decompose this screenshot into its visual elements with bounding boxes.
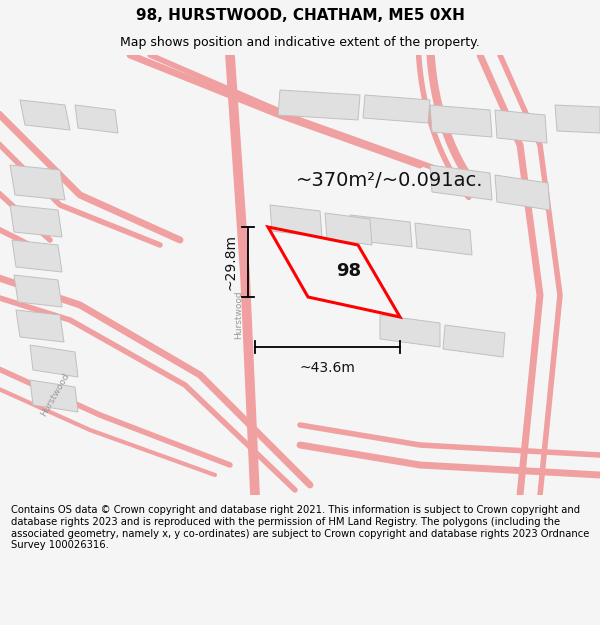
Polygon shape [75,105,118,133]
Polygon shape [430,105,492,137]
Polygon shape [415,223,472,255]
Polygon shape [495,110,547,143]
Polygon shape [278,90,360,120]
Polygon shape [12,240,62,272]
Polygon shape [10,165,65,200]
Text: ~43.6m: ~43.6m [299,361,355,375]
Text: 98, HURSTWOOD, CHATHAM, ME5 0XH: 98, HURSTWOOD, CHATHAM, ME5 0XH [136,8,464,23]
Polygon shape [10,205,62,237]
Polygon shape [363,95,430,123]
Polygon shape [325,213,372,245]
Polygon shape [380,315,440,347]
Polygon shape [30,345,78,377]
Text: Contains OS data © Crown copyright and database right 2021. This information is : Contains OS data © Crown copyright and d… [11,506,589,550]
Text: Map shows position and indicative extent of the property.: Map shows position and indicative extent… [120,36,480,49]
Polygon shape [495,175,550,210]
Text: 98: 98 [336,262,361,281]
Polygon shape [430,165,492,200]
Polygon shape [14,275,62,307]
Polygon shape [443,325,505,357]
Polygon shape [270,205,322,237]
Polygon shape [350,215,412,247]
Polygon shape [30,380,78,412]
Polygon shape [20,100,70,130]
Text: Hurstwood: Hurstwood [39,372,71,418]
Polygon shape [555,105,600,133]
Text: ~29.8m: ~29.8m [224,234,238,290]
Text: Hurstwood: Hurstwood [235,291,244,339]
Text: ~370m²/~0.091ac.: ~370m²/~0.091ac. [296,171,484,189]
Polygon shape [16,310,64,342]
